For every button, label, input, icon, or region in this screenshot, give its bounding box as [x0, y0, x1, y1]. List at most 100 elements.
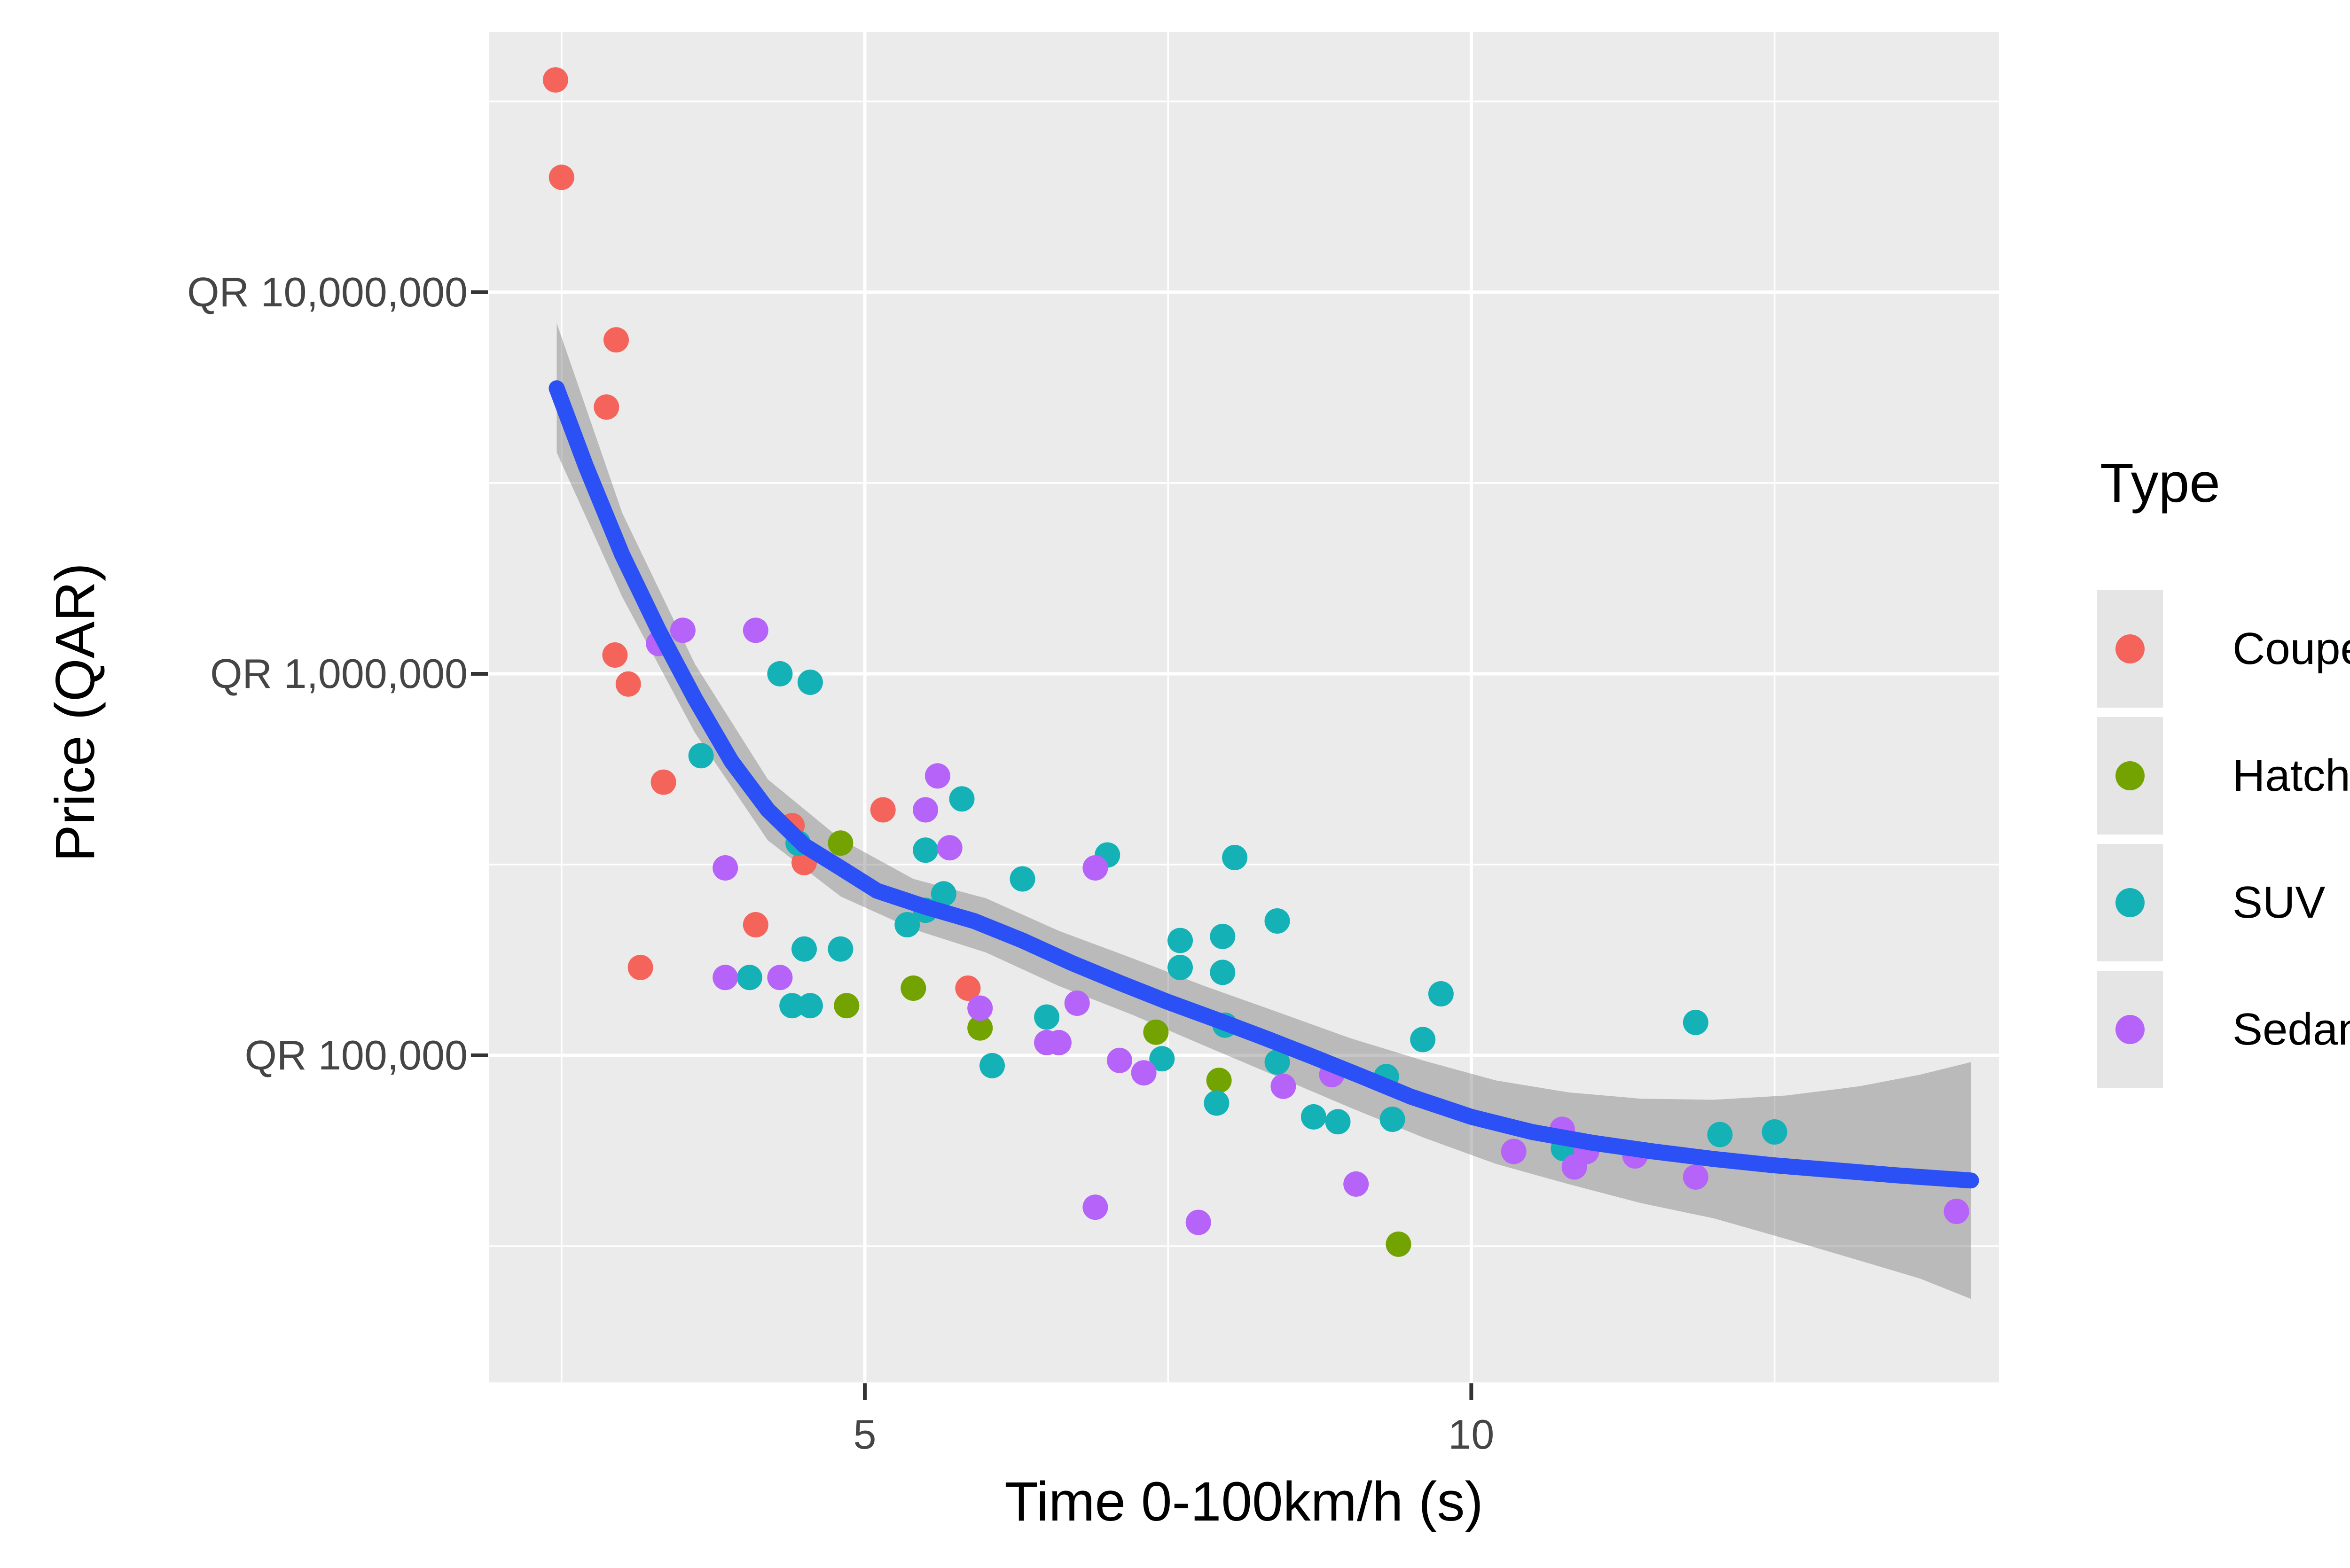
data-point-suv — [913, 837, 939, 863]
data-point-sedan — [1185, 1209, 1211, 1235]
data-point-coupe — [627, 954, 653, 980]
legend-item-sedan: Sedan — [2087, 971, 2350, 1088]
data-point-sedan — [713, 965, 738, 991]
data-point-sedan — [913, 797, 939, 823]
data-point-suv — [1034, 1004, 1060, 1030]
data-point-sedan — [670, 617, 696, 643]
data-point-sedan — [1046, 1030, 1072, 1055]
data-point-hatchback — [1206, 1068, 1232, 1093]
data-point-hatchback — [1143, 1019, 1169, 1045]
data-point-suv — [1210, 960, 1236, 985]
data-point-suv — [894, 912, 920, 937]
data-point-suv — [1707, 1122, 1733, 1147]
confidence-ribbon — [556, 323, 1971, 1299]
data-point-suv — [1010, 866, 1035, 892]
y-tick-label: QR 100,000 — [244, 1032, 468, 1079]
y-tick-label: QR 10,000,000 — [187, 268, 468, 315]
data-point-suv — [736, 965, 762, 991]
data-point-suv — [791, 936, 817, 962]
data-point-sedan — [1683, 1164, 1708, 1190]
y-axis-title: Price (QAR) — [44, 563, 106, 862]
data-point-sedan — [1082, 855, 1108, 881]
data-point-suv — [1204, 1090, 1230, 1116]
legend-label: Hatchback — [2232, 750, 2350, 801]
data-point-sedan — [1131, 1060, 1157, 1086]
data-point-hatchback — [1386, 1231, 1411, 1257]
data-point-sedan — [1064, 991, 1090, 1016]
coupe-dot-icon — [2115, 634, 2145, 663]
legend-key — [2097, 590, 2163, 708]
data-point-coupe — [548, 164, 574, 190]
data-point-sedan — [1501, 1139, 1527, 1164]
data-point-suv — [797, 670, 823, 695]
data-point-sedan — [713, 855, 738, 881]
data-point-suv — [767, 661, 793, 686]
data-point-hatchback — [901, 975, 926, 1001]
data-point-hatchback — [828, 830, 854, 856]
smooth-line — [548, 380, 1979, 1189]
data-point-sedan — [1943, 1199, 1969, 1225]
data-point-suv — [1210, 923, 1236, 949]
data-point-suv — [1428, 981, 1454, 1006]
data-point-suv — [949, 786, 975, 812]
data-point-sedan — [937, 835, 963, 861]
legend-item-coupe: Coupe — [2087, 590, 2350, 708]
data-point-suv — [1410, 1027, 1436, 1053]
sedan-dot-icon — [2115, 1015, 2145, 1044]
data-point-sedan — [1270, 1073, 1296, 1099]
legend-key — [2097, 971, 2163, 1088]
data-point-hatchback — [834, 993, 860, 1019]
data-point-hatchback — [967, 1015, 993, 1041]
data-point-suv — [931, 881, 956, 907]
data-point-coupe — [650, 769, 676, 795]
data-point-coupe — [870, 797, 896, 823]
data-point-coupe — [603, 327, 629, 353]
data-point-coupe — [542, 67, 568, 93]
data-point-coupe — [743, 912, 768, 937]
legend-item-hatchback: Hatchback — [2087, 717, 2350, 835]
legend-key — [2097, 844, 2163, 961]
data-point-suv — [797, 993, 823, 1019]
legend-key — [2097, 717, 2163, 835]
data-point-suv — [1379, 1107, 1405, 1132]
data-point-sedan — [924, 763, 950, 789]
data-point-sedan — [967, 995, 993, 1021]
data-point-suv — [1167, 928, 1193, 953]
legend-label: Coupe — [2232, 624, 2350, 674]
y-tick-label: QR 1,000,000 — [210, 650, 468, 697]
data-point-suv — [1762, 1119, 1787, 1145]
data-point-suv — [828, 936, 854, 962]
legend-item-suv: SUV — [2087, 844, 2350, 961]
data-point-coupe — [602, 642, 628, 668]
data-point-sedan — [1343, 1171, 1369, 1197]
data-point-sedan — [1561, 1154, 1587, 1180]
data-point-suv — [979, 1053, 1005, 1078]
legend: Type Coupe Hatchback SUV Sedan — [2087, 451, 2350, 1098]
data-point-coupe — [594, 394, 619, 420]
legend-title: Type — [2100, 452, 2220, 514]
data-point-sedan — [767, 965, 793, 991]
data-point-suv — [1300, 1104, 1326, 1130]
x-axis-title: Time 0-100km/h (s) — [1004, 1471, 1483, 1533]
data-point-suv — [1325, 1109, 1351, 1135]
data-point-coupe — [955, 975, 981, 1001]
data-point-suv — [1264, 1049, 1290, 1075]
data-point-suv — [688, 743, 714, 769]
data-point-sedan — [1082, 1194, 1108, 1220]
data-point-suv — [1167, 954, 1193, 980]
data-point-suv — [1683, 1009, 1708, 1035]
hatchback-dot-icon — [2115, 761, 2145, 790]
data-point-coupe — [615, 671, 641, 697]
x-tick-label: 10 — [1448, 1411, 1495, 1458]
data-point-suv — [1222, 845, 1248, 870]
x-tick-label: 5 — [853, 1411, 877, 1458]
data-point-sedan — [1107, 1047, 1132, 1073]
data-point-sedan — [743, 617, 768, 643]
legend-label: Sedan — [2232, 1004, 2350, 1054]
data-point-suv — [779, 993, 805, 1019]
legend-label: SUV — [2232, 877, 2326, 928]
suv-dot-icon — [2115, 888, 2145, 917]
data-point-suv — [1149, 1046, 1175, 1072]
